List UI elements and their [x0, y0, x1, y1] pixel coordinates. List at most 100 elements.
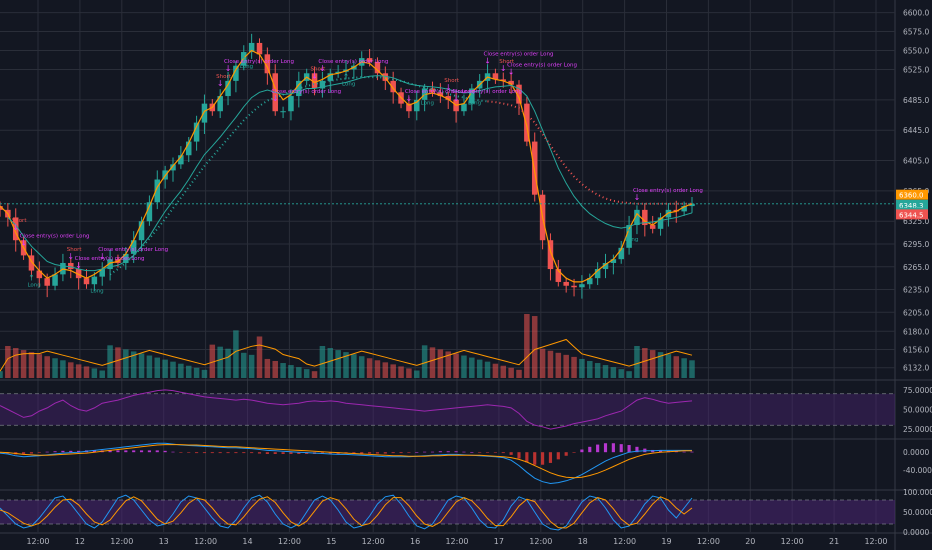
candle-body	[366, 58, 373, 62]
trade-annotation-label: Short	[216, 74, 232, 80]
macd-histogram-bar	[423, 451, 427, 453]
volume-bar	[193, 367, 200, 378]
price-badge	[896, 209, 928, 220]
price-tick-label: 6156.0	[903, 345, 929, 354]
macd-histogram-bar	[281, 452, 285, 454]
macd-histogram-bar	[179, 452, 183, 453]
macd-histogram-bar	[533, 452, 537, 465]
macd-pane[interactable]	[0, 442, 694, 485]
short-arrow-icon: ↓	[508, 68, 515, 77]
volume-bar	[351, 354, 357, 378]
candle-body	[193, 122, 200, 142]
candle-body	[642, 209, 648, 226]
stoch-tick-label: 0.0000	[903, 528, 929, 537]
time-tick-label: 12:00	[445, 537, 468, 546]
price-tick-label: 6205.0	[903, 308, 929, 317]
short-arrow-icon: ↓	[634, 193, 641, 202]
long-arrow-icon: ↑	[240, 55, 247, 64]
rsi-tick-label: 25.0000	[903, 425, 932, 434]
candle-body	[673, 209, 680, 212]
macd-histogram-bar	[627, 445, 631, 453]
time-tick-label: 12:00	[781, 537, 804, 546]
long-arrow-icon: ↑	[343, 72, 350, 81]
rsi-pane[interactable]	[0, 389, 895, 430]
candle-body	[516, 84, 522, 104]
volume-bar	[256, 336, 263, 378]
volume-bar	[225, 348, 231, 378]
volume-bar	[201, 369, 208, 378]
volume-bar	[123, 349, 129, 378]
macd-histogram-bar	[218, 452, 222, 454]
macd-histogram-bar	[399, 452, 403, 454]
macd-histogram-bar	[360, 452, 364, 454]
trade-annotation-label: Close entry(s) order Long	[452, 89, 522, 95]
volume-bar	[366, 358, 373, 378]
long-arrow-icon: ↑	[468, 91, 475, 100]
volume-bar	[673, 356, 680, 378]
candle-body	[233, 65, 239, 81]
volume-bar	[0, 371, 3, 378]
short-arrow-icon: ↓	[75, 261, 82, 270]
volume-bar	[681, 358, 687, 378]
volume-bar	[453, 353, 459, 378]
volume-bar	[414, 370, 420, 378]
short-arrow-icon: ↓	[484, 56, 491, 65]
candle-body	[594, 269, 601, 279]
candle-body	[689, 203, 695, 207]
volume-bar	[138, 353, 145, 378]
macd-histogram-bar	[155, 450, 159, 453]
volume-bar	[406, 368, 412, 378]
trade-annotation-label: Close entry(s) order Long	[484, 51, 554, 57]
candle-body	[288, 96, 294, 112]
macd-histogram-bar	[234, 452, 238, 454]
candle-body	[657, 217, 664, 229]
short-arrow-icon: ↓	[500, 64, 507, 73]
stoch-k-line	[0, 494, 693, 531]
volume-bar	[288, 365, 294, 378]
volume-bar	[390, 364, 396, 378]
stoch-pane[interactable]	[0, 494, 895, 531]
trade-annotations: ↓Short↓Close entry(s) order Long↑Long↓Sh…	[12, 51, 703, 294]
macd-histogram-bar	[250, 452, 254, 454]
candle-body	[256, 42, 263, 55]
volume-bar	[657, 352, 664, 378]
volume-bar	[154, 357, 161, 378]
volume-bar	[398, 366, 404, 378]
trade-annotation-label: Long	[468, 100, 481, 106]
macd-histogram-bar	[572, 452, 576, 453]
macd-histogram-bar	[226, 452, 230, 454]
macd-histogram-bar	[257, 452, 262, 454]
volume-bar	[241, 352, 247, 378]
volume-bar	[44, 356, 50, 378]
candle-body	[138, 221, 145, 241]
volume-bar	[358, 356, 365, 378]
volume-bar	[335, 350, 341, 378]
volume-bar	[610, 367, 617, 378]
long-arrow-icon: ↑	[28, 274, 35, 283]
time-tick-label: 12:00	[194, 537, 217, 546]
macd-histogram-bar	[69, 450, 73, 453]
candle-body	[130, 240, 137, 254]
candle-body	[146, 202, 153, 222]
candle-body	[327, 73, 334, 81]
trade-annotation-label: Close entry(s) order Long	[507, 63, 577, 69]
time-tick-label: 12:00	[278, 537, 301, 546]
price-pane[interactable]	[0, 33, 895, 299]
macd-histogram-bar	[108, 450, 112, 453]
candle-body	[123, 253, 129, 263]
volume-bar	[429, 347, 436, 378]
candle-body	[437, 92, 444, 97]
volume-bar	[99, 370, 105, 378]
price-tick-label: 6265.0	[903, 263, 929, 272]
time-tick-label: 17	[494, 537, 504, 546]
trade-annotation-label: Short	[12, 218, 28, 224]
macd-histogram-bar	[430, 451, 435, 453]
macd-histogram-bar	[564, 452, 568, 456]
trade-annotation-label: Close entry(s) order Long	[633, 188, 703, 194]
volume-bar	[170, 361, 176, 378]
volume-bar	[665, 354, 672, 378]
volume-bar	[52, 358, 58, 378]
short-arrow-icon: ↓	[67, 252, 74, 261]
volume-bar	[272, 360, 278, 378]
